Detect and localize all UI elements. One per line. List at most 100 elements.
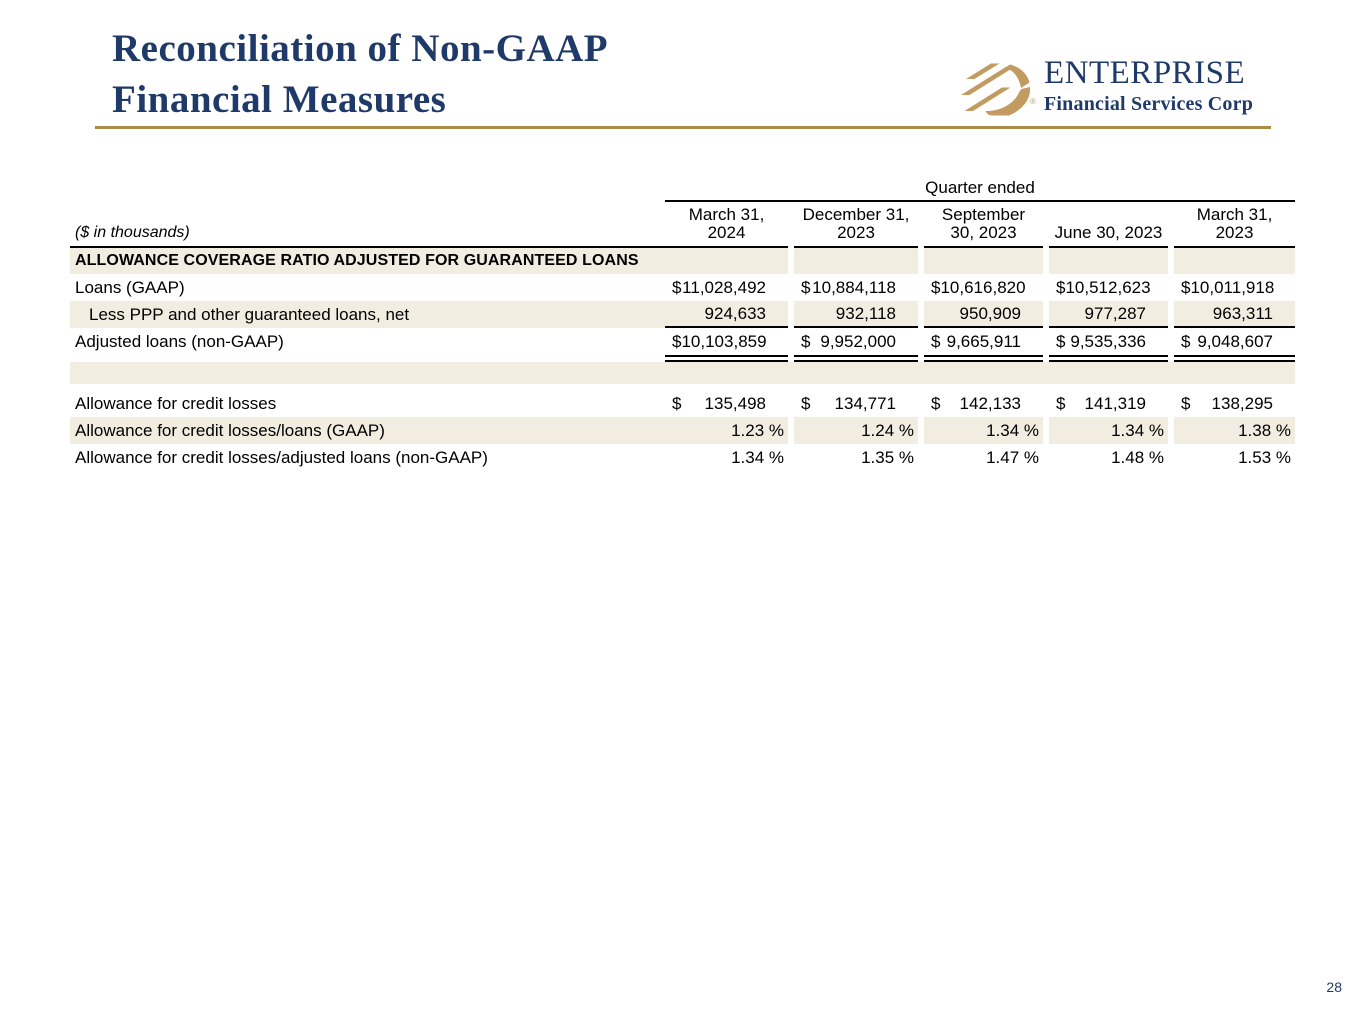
currency-symbol: $	[672, 331, 682, 351]
amount: 924,633	[704, 303, 766, 323]
cell-value: 1.53 %	[1174, 444, 1295, 471]
column-gap	[1043, 444, 1049, 471]
header-spacer	[70, 178, 665, 202]
amount: 9,952,000	[820, 331, 896, 351]
column-gap	[1168, 248, 1174, 274]
table-row: Adjusted loans (non-GAAP) $10,103,859 $9,9…	[70, 328, 1295, 355]
table-row: Loans (GAAP) $11,028,492 $10,884,118 $10,61…	[70, 274, 1295, 301]
currency-symbol: $	[1181, 277, 1191, 297]
amount: 950,909	[959, 303, 1021, 323]
column-gap	[918, 444, 924, 471]
column-header: September 30, 2023	[924, 202, 1043, 248]
table-header-row: ($ in thousands) March 31, 2024 December 31…	[70, 202, 1295, 248]
column-gap	[918, 328, 924, 355]
cell-value: 1.38 %	[1174, 417, 1295, 444]
cell-value: 924,633	[665, 301, 788, 328]
amount: 9,048,607	[1197, 331, 1273, 351]
column-gap	[918, 390, 924, 417]
column-header: June 30, 2023	[1049, 202, 1168, 248]
column-gap	[1043, 202, 1049, 248]
company-logo: ® ENTERPRISE Financial Services Corp	[958, 57, 1273, 121]
row-label: Loans (GAAP)	[75, 277, 185, 297]
table-row: Allowance for credit losses/adjusted loa…	[70, 444, 1295, 471]
column-gap	[1168, 274, 1174, 301]
cell-value: $10,616,820	[924, 274, 1043, 301]
amount: 142,133	[959, 393, 1021, 413]
amount: 10,884,118	[812, 277, 896, 297]
table-row: Allowance for credit losses/loans (GAAP)…	[70, 417, 1295, 444]
column-header-line: December 31,	[802, 205, 910, 225]
logo-tagline: Financial Services Corp	[1044, 93, 1254, 115]
column-gap	[788, 328, 794, 355]
slide-title-line2: Financial Measures	[112, 77, 447, 121]
column-gap	[918, 417, 924, 444]
currency-symbol: $	[931, 277, 941, 297]
column-gap	[1043, 328, 1049, 355]
column-header-line: March 31,	[688, 205, 765, 225]
logo-text: ENTERPRISE Financial Services Corp	[1044, 57, 1274, 116]
amount: 1.38 %	[1238, 420, 1291, 440]
amount: 977,287	[1084, 303, 1146, 323]
column-gap	[1043, 301, 1049, 328]
cell-value: $135,498	[665, 390, 788, 417]
cell-value	[1049, 248, 1168, 274]
cell-value	[794, 248, 918, 274]
column-gap	[1168, 444, 1174, 471]
currency-symbol: $	[801, 331, 811, 351]
double-rule	[665, 355, 788, 362]
column-gap	[918, 202, 924, 248]
cell-value	[924, 248, 1043, 274]
cell-value: $10,103,859	[665, 328, 788, 355]
double-rule	[1049, 355, 1168, 362]
enterprise-diagonal-stripes-icon	[961, 63, 1031, 116]
column-header-line: 2023	[1215, 223, 1254, 243]
cell-value: 1.34 %	[924, 417, 1043, 444]
column-gap	[788, 355, 794, 362]
column-gap	[788, 202, 794, 248]
amount: 10,512,623	[1065, 277, 1151, 297]
column-header-line: March 31,	[1196, 205, 1273, 225]
currency-symbol: $	[672, 277, 682, 297]
currency-symbol: $	[672, 393, 682, 413]
amount: 1.34 %	[1111, 420, 1164, 440]
column-header-line: June 30, 2023	[1054, 223, 1163, 243]
column-header-line: 2024	[707, 223, 746, 243]
currency-symbol: $	[931, 393, 941, 413]
column-gap	[918, 274, 924, 301]
cell-value: 1.34 %	[1049, 417, 1168, 444]
amount: 138,295	[1211, 393, 1273, 413]
row-label: Adjusted loans (non-GAAP)	[75, 331, 284, 351]
amount: 1.23 %	[731, 420, 784, 440]
currency-symbol: $	[1056, 393, 1066, 413]
amount: 932,118	[835, 303, 896, 323]
column-gap	[788, 248, 794, 274]
cell-value: $134,771	[794, 390, 918, 417]
column-gap	[1168, 202, 1174, 248]
amount: 1.24 %	[861, 420, 914, 440]
amount: 1.35 %	[861, 447, 914, 467]
table-row	[70, 355, 1295, 362]
table-row	[70, 362, 1295, 384]
financial-table: Quarter ended ($ in thousands) March 31, 20…	[70, 178, 1295, 471]
cell-value: 977,287	[1049, 301, 1168, 328]
cell-value: $9,048,607	[1174, 328, 1295, 355]
title-divider	[95, 126, 1271, 129]
amount: 10,616,820	[940, 277, 1026, 297]
column-gap	[918, 301, 924, 328]
column-gap	[788, 274, 794, 301]
row-label: Less PPP and other guaranteed loans, net	[70, 301, 665, 328]
cell-value: $10,512,623	[1049, 274, 1168, 301]
column-gap	[1043, 417, 1049, 444]
column-gap	[918, 355, 924, 362]
table-row: Allowance for credit losses $135,498 $134,…	[70, 390, 1295, 417]
spacer-row	[70, 362, 1295, 384]
cell-value: $9,665,911	[924, 328, 1043, 355]
column-header-line: September	[941, 205, 1026, 225]
cell-value: $138,295	[1174, 390, 1295, 417]
cell-value	[1174, 248, 1295, 274]
column-header-line: 2023	[837, 223, 875, 243]
row-label: Allowance for credit losses/adjusted loa…	[75, 447, 488, 467]
column-gap	[1043, 248, 1049, 274]
cell-value: 1.23 %	[665, 417, 788, 444]
column-header-line: 30, 2023	[950, 223, 1017, 243]
